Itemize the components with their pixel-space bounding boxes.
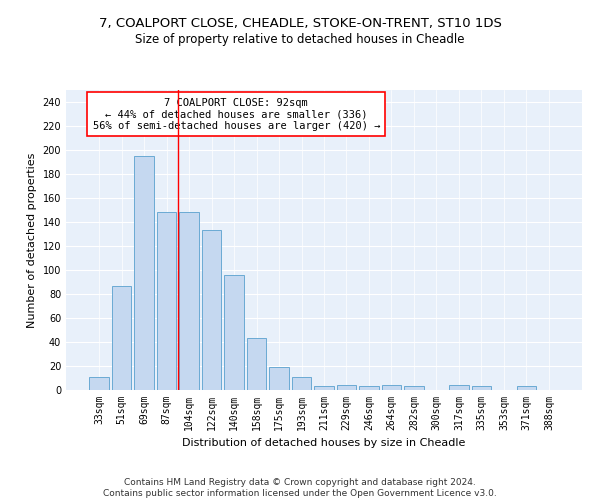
Bar bbox=[404, 386, 424, 390]
Bar bbox=[89, 377, 109, 390]
Text: 7 COALPORT CLOSE: 92sqm
← 44% of detached houses are smaller (336)
56% of semi-d: 7 COALPORT CLOSE: 92sqm ← 44% of detache… bbox=[92, 98, 380, 130]
Y-axis label: Number of detached properties: Number of detached properties bbox=[27, 152, 37, 328]
Text: Contains HM Land Registry data © Crown copyright and database right 2024.
Contai: Contains HM Land Registry data © Crown c… bbox=[103, 478, 497, 498]
Bar bbox=[472, 386, 491, 390]
Bar bbox=[179, 212, 199, 390]
Bar bbox=[134, 156, 154, 390]
Bar bbox=[247, 338, 266, 390]
X-axis label: Distribution of detached houses by size in Cheadle: Distribution of detached houses by size … bbox=[182, 438, 466, 448]
Bar bbox=[449, 385, 469, 390]
Bar bbox=[292, 377, 311, 390]
Bar bbox=[112, 286, 131, 390]
Bar bbox=[224, 275, 244, 390]
Bar bbox=[269, 367, 289, 390]
Bar bbox=[517, 386, 536, 390]
Text: Size of property relative to detached houses in Cheadle: Size of property relative to detached ho… bbox=[135, 32, 465, 46]
Bar bbox=[382, 385, 401, 390]
Text: 7, COALPORT CLOSE, CHEADLE, STOKE-ON-TRENT, ST10 1DS: 7, COALPORT CLOSE, CHEADLE, STOKE-ON-TRE… bbox=[98, 18, 502, 30]
Bar bbox=[359, 386, 379, 390]
Bar bbox=[337, 385, 356, 390]
Bar bbox=[314, 386, 334, 390]
Bar bbox=[157, 212, 176, 390]
Bar bbox=[202, 230, 221, 390]
